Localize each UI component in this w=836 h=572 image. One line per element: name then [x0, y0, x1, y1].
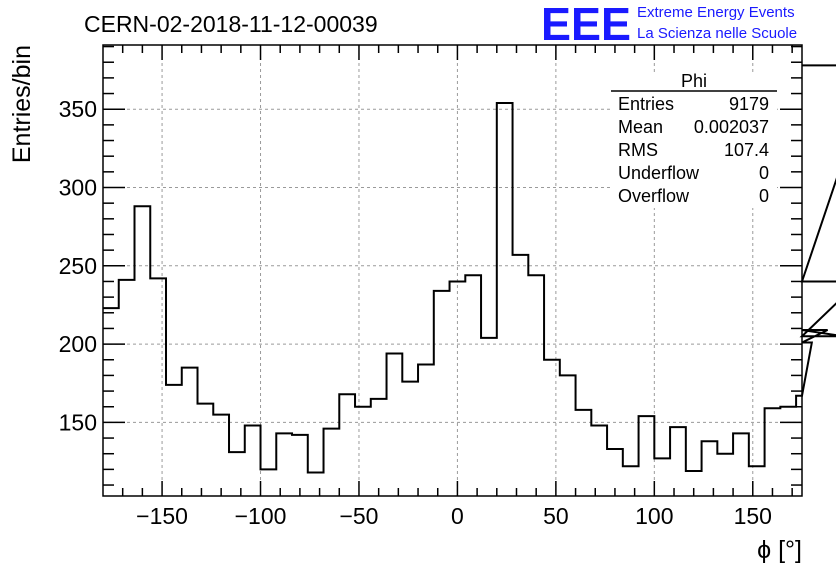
histogram-bin [418, 364, 434, 496]
logo-line-1: Extreme Energy Events [637, 4, 795, 21]
histogram-bin [749, 466, 765, 496]
histogram-bin [355, 407, 371, 496]
histogram-bin [402, 382, 418, 496]
y-tick-labels: 150 200 250 300 350 [59, 96, 97, 435]
stats-label: RMS [618, 140, 658, 160]
histogram-bin [513, 255, 529, 496]
x-tick-labels: −150 −100 −50 0 50 100 150 [136, 503, 772, 529]
y-axis-label: Entries/bin [8, 45, 36, 163]
histogram-bin [182, 368, 198, 496]
y-tick-label: 150 [59, 409, 97, 435]
x-tick-label: −150 [136, 503, 188, 529]
histogram-bin [591, 426, 607, 496]
x-tick-label: 50 [543, 503, 569, 529]
histogram-bin [560, 375, 576, 496]
y-tick-label: 250 [59, 253, 97, 279]
stats-box: Phi Entries 9179 Mean 0.002037 RMS 107.4 Under… [611, 71, 777, 208]
logo-line-2: La Scienza nelle Scuole [637, 25, 797, 42]
histogram-bin [796, 396, 802, 496]
histogram-bin [576, 410, 592, 496]
histogram-bin [434, 291, 450, 496]
histogram-bin [308, 473, 324, 496]
stats-value: 0 [759, 186, 769, 206]
stats-label: Underflow [618, 163, 700, 183]
plot-frame [102, 44, 803, 497]
x-tick-label: 100 [635, 503, 673, 529]
stats-label: Overflow [618, 186, 690, 206]
x-axis-label: ϕ [°] [757, 536, 802, 564]
histogram-bin [371, 399, 387, 496]
histogram-bin [119, 280, 135, 496]
stats-value: 0 [759, 163, 769, 183]
y-tick-label: 200 [59, 331, 97, 357]
stats-value: 107.4 [724, 140, 769, 160]
histogram-bin [166, 385, 182, 496]
histogram-bin [465, 275, 481, 496]
histogram-bin [245, 426, 261, 496]
x-tick-label: −50 [339, 503, 378, 529]
histogram-bin [670, 427, 686, 496]
histogram-bin [450, 281, 466, 496]
histogram-bin [135, 206, 151, 496]
x-tick-label: 0 [451, 503, 464, 529]
histogram-bin [654, 458, 670, 496]
stats-value: 0.002037 [694, 117, 769, 137]
stats-label: Entries [618, 94, 674, 114]
histogram-bin [324, 429, 340, 496]
histogram-bin [387, 353, 403, 496]
histogram-outline [103, 64, 836, 474]
histogram-bin [229, 452, 245, 496]
histogram-bin [639, 416, 655, 496]
histogram-bin [702, 441, 718, 496]
histogram-bin [481, 338, 497, 496]
logo-mark: EEE [541, 0, 631, 50]
x-tick-label: −100 [235, 503, 287, 529]
histogram-bin [213, 415, 229, 496]
histogram-bin [150, 278, 166, 496]
axis-ticks [103, 45, 802, 496]
histogram-bin [292, 435, 308, 496]
histogram-bin [623, 466, 639, 496]
chart-title: CERN-02-2018-11-12-00039 [84, 11, 378, 37]
histogram-bin [276, 433, 292, 496]
y-tick-label: 350 [59, 96, 97, 122]
histogram-bin [780, 407, 796, 496]
stats-label: Mean [618, 117, 663, 137]
stats-rows: Entries 9179 Mean 0.002037 RMS 107.4 Underflow… [618, 94, 769, 206]
stats-value: 9179 [729, 94, 769, 114]
eee-logo: EEE Extreme Energy Events La Scienza nel… [541, 0, 797, 50]
histogram-bin [339, 394, 355, 496]
histogram-bin [765, 408, 781, 496]
histogram-bin [717, 454, 733, 496]
histogram-bin [103, 308, 119, 496]
stats-box-title: Phi [681, 71, 707, 91]
histogram-bin [198, 404, 214, 496]
x-tick-label: 150 [734, 503, 772, 529]
y-tick-label: 300 [59, 175, 97, 201]
histogram-bin [497, 103, 513, 496]
histogram-bin [528, 275, 544, 496]
histogram-bin [261, 469, 277, 496]
histogram-bin [733, 433, 749, 496]
histogram-bin [544, 360, 560, 496]
stats-box-background [611, 72, 777, 208]
